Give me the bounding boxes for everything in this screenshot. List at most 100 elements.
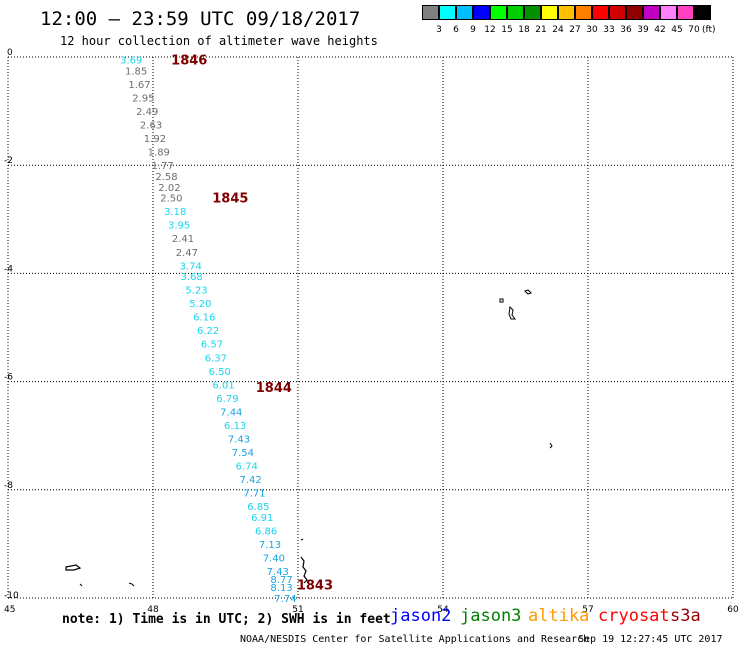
- lon-tick-label: 54: [437, 605, 449, 615]
- wave-height-value: 7.44: [220, 407, 242, 418]
- color-swatch: [575, 5, 592, 20]
- wave-height-value: 1.89: [148, 148, 170, 159]
- wave-height-value: 2.50: [160, 194, 182, 205]
- page-subtitle: 12 hour collection of altimeter wave hei…: [60, 34, 378, 48]
- color-swatch: [660, 5, 677, 20]
- wave-height-value: 5.20: [189, 299, 211, 310]
- wave-height-value: 6.79: [216, 394, 238, 405]
- color-scale-label: 15: [501, 25, 513, 35]
- color-swatch: [524, 5, 541, 20]
- coastline-island: [549, 442, 553, 449]
- wave-height-value: 2.41: [172, 234, 194, 245]
- map-tick-labels: 45 48 51 54 57 60 0 -2 -4 -6 -8 -10: [4, 48, 739, 615]
- coastline-island: [128, 582, 135, 587]
- color-scale-label: 18: [518, 25, 530, 35]
- map-grid: [7, 56, 734, 599]
- wave-height-value: 3.69: [120, 56, 142, 67]
- satellite-legend-jason3: jason3: [460, 606, 522, 626]
- wave-height-value: 7.13: [259, 540, 281, 551]
- wave-height-value: 7.71: [243, 489, 265, 500]
- color-swatch: [677, 5, 694, 20]
- wave-height-value: 6.01: [212, 380, 234, 391]
- wave-height-value: 6.37: [205, 353, 227, 364]
- wave-height-value: 6.74: [236, 461, 258, 472]
- lat-tick-label: -8: [4, 481, 13, 491]
- wave-height-value: 8.77: [270, 575, 292, 586]
- satellite-legend-cryosat: cryosat: [598, 606, 670, 626]
- coastline-island: [524, 289, 532, 295]
- color-scale-label: 3: [436, 25, 442, 35]
- lon-tick-label: 51: [292, 605, 303, 615]
- coastline-island: [300, 556, 308, 584]
- wave-height-value: 3.18: [164, 207, 186, 218]
- wave-height-value: 7.54: [232, 448, 254, 459]
- wave-height-value: 7.43: [267, 567, 289, 578]
- satellite-legend-jason2: jason2: [390, 606, 452, 626]
- note-text: note: 1) Time is in UTC; 2) SWH is in fe…: [62, 612, 391, 627]
- lat-tick-label: -10: [4, 591, 19, 601]
- color-scale-label: 30: [586, 25, 598, 35]
- color-scale-label: 21: [535, 25, 547, 35]
- pass-time-label: 1845: [212, 192, 248, 207]
- satellite-legend-s3a: s3a: [670, 606, 701, 626]
- color-swatch: [456, 5, 473, 20]
- coastline-island: [499, 298, 504, 303]
- color-scale-label: 24: [552, 25, 564, 35]
- wave-height-value: 3.74: [180, 261, 202, 272]
- lon-tick-label: 60: [727, 605, 739, 615]
- coastline-island: [300, 538, 304, 541]
- color-scale-label: 9: [470, 25, 476, 35]
- color-scale-label: 36: [620, 25, 632, 35]
- wave-height-value: 2.47: [176, 248, 198, 259]
- wave-height-value: 2.58: [155, 172, 177, 183]
- page-title: 12:00 – 23:59 UTC 09/18/2017: [40, 8, 361, 30]
- pass-time-labels: 1846 1845 1844 1843: [171, 54, 333, 594]
- wave-height-value: 6.16: [193, 313, 215, 324]
- wave-height-value: 1.77: [152, 161, 174, 172]
- color-swatch: [507, 5, 524, 20]
- color-swatch: [609, 5, 626, 20]
- wave-height-observations: 3.691.85 1.67 2.95 2.49 2.63 1.92 1.89 1.772.58…: [120, 56, 296, 605]
- color-scale-unit: (ft): [702, 25, 716, 35]
- color-swatch: [694, 5, 711, 20]
- pass-time-label: 1843: [297, 578, 333, 593]
- lon-tick-label: 48: [147, 605, 159, 615]
- lon-tick-label: 57: [582, 605, 593, 615]
- color-scale-label: 6: [453, 25, 459, 35]
- color-swatch: [643, 5, 660, 20]
- coastlines: [65, 289, 553, 587]
- coastline-island: [508, 305, 516, 320]
- wave-height-value: 7.74: [274, 594, 296, 605]
- wave-height-value: 6.57: [201, 340, 223, 351]
- color-swatch: [422, 5, 439, 20]
- color-scale-label: 33: [603, 25, 615, 35]
- wave-height-value: 1.92: [144, 134, 166, 145]
- wave-height-value: 3.95: [168, 221, 190, 232]
- wave-height-value: 7.42: [240, 475, 262, 486]
- lat-tick-label: -2: [4, 156, 13, 166]
- wave-height-value: 1.85: [125, 67, 147, 78]
- color-scale-label: 70: [688, 25, 700, 35]
- wave-height-value: 1.67: [128, 80, 150, 91]
- wave-height-value: 2.02: [158, 183, 180, 194]
- wave-height-value: 7.40: [263, 553, 285, 564]
- color-scale-label: 45: [671, 25, 683, 35]
- coastline-island: [79, 583, 83, 587]
- wave-height-value: 6.50: [209, 367, 231, 378]
- pass-time-label: 1846: [171, 54, 207, 69]
- wave-height-value: 2.95: [132, 94, 154, 105]
- wave-height-value: 7.43: [228, 434, 250, 445]
- wave-height-value: 3.68: [181, 272, 203, 283]
- lat-tick-label: 0: [7, 48, 13, 58]
- lat-tick-label: -4: [4, 264, 13, 274]
- color-scale-label: 39: [637, 25, 649, 35]
- wave-height-value: 8.13: [270, 583, 292, 594]
- wave-height-value: 2.63: [140, 121, 162, 132]
- wave-height-value: 6.91: [251, 513, 273, 524]
- wave-height-value: 6.22: [197, 326, 219, 337]
- lon-tick-label: 45: [4, 605, 15, 615]
- color-swatch: [626, 5, 643, 20]
- color-swatch: [541, 5, 558, 20]
